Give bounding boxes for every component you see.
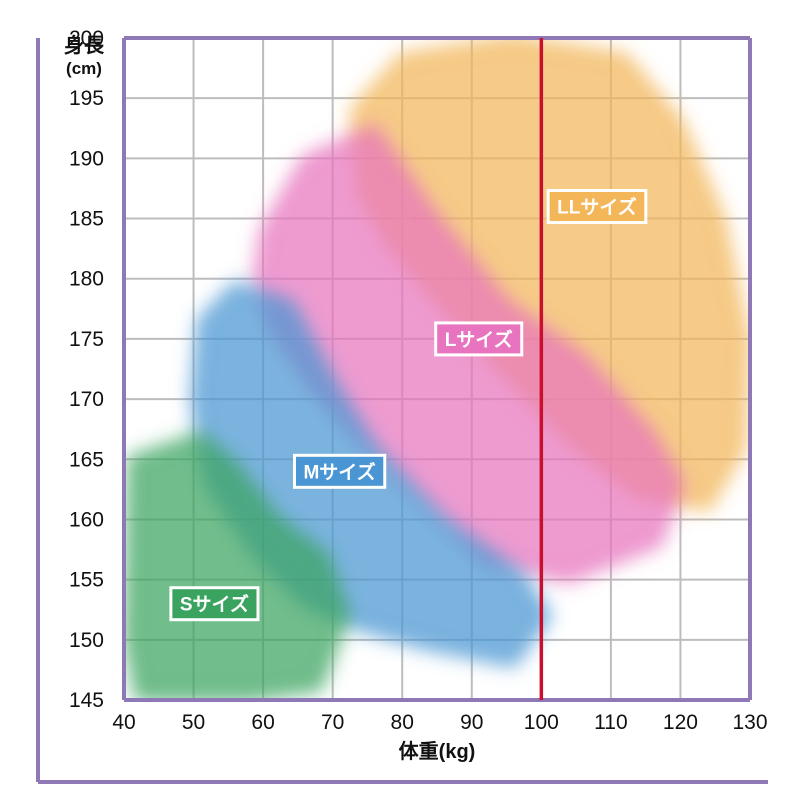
x-tick-label: 70 [321, 711, 344, 734]
region-m-label: Mサイズ [292, 453, 387, 489]
region-label-box [292, 453, 387, 489]
region-label-text: Sサイズ [180, 593, 249, 616]
axes [122, 36, 752, 702]
region-label-box [434, 321, 524, 357]
region-s-area [124, 430, 352, 700]
y-tick-label: 155 [69, 569, 104, 592]
x-tick-label: 130 [732, 711, 767, 734]
region-label-text: LLサイズ [557, 196, 637, 219]
x-tick-label: 50 [182, 711, 205, 734]
y-tick-label: 185 [69, 208, 104, 231]
y-tick-label: 165 [69, 448, 104, 471]
region-label-text: Lサイズ [445, 328, 513, 351]
x-tick-label: 40 [112, 711, 135, 734]
region-label-box [546, 189, 648, 225]
region-ll-label: LLサイズ [546, 189, 648, 225]
x-axis-label: 体重(kg) [399, 739, 476, 763]
y-tick-label: 180 [69, 268, 104, 291]
x-tick-label: 110 [594, 711, 627, 734]
tick-labels: 200 195 190 185 180 175 170 165 160 155 150 145 40 50… [69, 27, 768, 734]
region-l-label: Lサイズ [434, 321, 524, 357]
y-tick-label: 195 [69, 87, 104, 110]
y-tick-label: 200 [69, 27, 104, 50]
region-s-label: Sサイズ [169, 586, 260, 622]
x-tick-label: 60 [251, 711, 274, 734]
region-labels: Sサイズ Mサイズ Lサイズ LLサイズ [169, 189, 648, 622]
y-tick-label: 170 [69, 388, 104, 411]
size-regions [124, 38, 750, 700]
y-tick-label: 145 [69, 689, 104, 712]
chart-frame [36, 38, 768, 784]
x-tick-label: 90 [460, 711, 483, 734]
region-label-text: Mサイズ [303, 460, 375, 483]
y-axis-unit-label: (cm) [66, 59, 102, 78]
y-axis-label: 身長 [64, 33, 105, 57]
y-tick-label: 175 [69, 328, 104, 351]
y-tick-label: 190 [69, 147, 104, 170]
x-tick-label: 100 [524, 711, 559, 734]
y-tick-label: 160 [69, 508, 104, 531]
region-label-box [169, 586, 260, 622]
y-tick-label: 150 [69, 629, 104, 652]
x-tick-label: 80 [391, 711, 414, 734]
x-tick-label: 120 [663, 711, 698, 734]
